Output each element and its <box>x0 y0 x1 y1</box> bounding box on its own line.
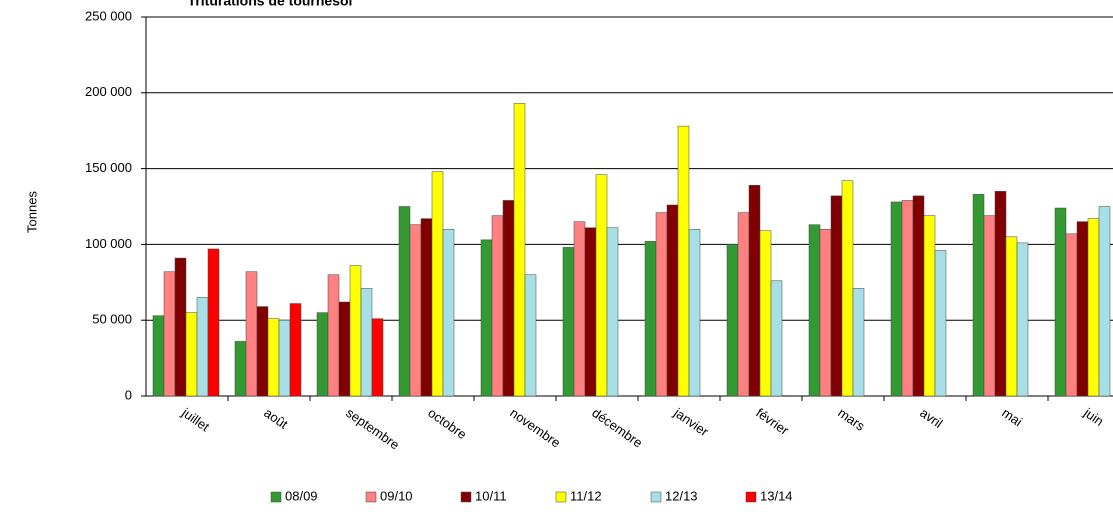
legend-swatch <box>555 491 567 503</box>
bar <box>207 248 220 397</box>
bar <box>841 180 854 397</box>
bar <box>890 201 903 397</box>
bar <box>677 125 690 397</box>
legend-swatch <box>460 491 472 503</box>
bar <box>513 103 526 397</box>
bar <box>349 265 362 397</box>
bar <box>1098 206 1111 397</box>
bar <box>245 271 258 397</box>
legend-label: 13/14 <box>760 488 793 503</box>
bar <box>770 280 783 397</box>
x-tick-label: octobre <box>425 405 469 442</box>
bar <box>256 306 269 397</box>
bar <box>923 215 936 397</box>
bar <box>1065 233 1078 397</box>
bar <box>409 224 422 397</box>
bar <box>502 200 515 397</box>
x-tick-label: décembre <box>589 405 645 450</box>
bar <box>595 174 608 397</box>
bar <box>163 271 176 397</box>
bar <box>1076 221 1089 397</box>
bar <box>972 194 985 397</box>
bar <box>152 315 165 397</box>
legend-label: 08/09 <box>285 488 318 503</box>
bar <box>338 301 351 397</box>
bar <box>327 274 340 397</box>
bar <box>655 212 668 397</box>
bar <box>289 303 302 397</box>
legend-swatch <box>270 491 282 503</box>
y-tick-label: 50 000 <box>92 312 132 327</box>
y-axis-label: Tonnes <box>24 191 39 233</box>
y-tick-label: 250 000 <box>85 8 132 23</box>
bar <box>196 297 209 397</box>
legend-label: 12/13 <box>665 488 698 503</box>
bar <box>442 228 455 397</box>
x-tick-label: mai <box>999 405 1025 429</box>
bar <box>267 318 280 397</box>
x-tick-label: août <box>261 405 291 432</box>
y-tick-label: 200 000 <box>85 84 132 99</box>
bar <box>1005 236 1018 397</box>
x-tick-label: janvier <box>670 404 711 439</box>
bar <box>934 250 947 397</box>
bar <box>901 200 914 397</box>
bar <box>278 319 291 397</box>
bar <box>737 212 750 397</box>
bar <box>360 288 373 397</box>
bar <box>1016 242 1029 397</box>
chart-title: Triturations de tournesol <box>188 0 353 9</box>
bar <box>983 215 996 397</box>
bar <box>688 228 701 397</box>
x-tick-label: novembre <box>507 405 563 450</box>
bar <box>852 288 865 397</box>
legend-swatch <box>365 491 377 503</box>
bar <box>726 244 739 397</box>
bar <box>480 239 493 397</box>
x-tick-label: juin <box>1080 404 1106 428</box>
bar <box>808 224 821 397</box>
legend-swatch <box>745 491 757 503</box>
bar <box>748 185 761 397</box>
bar <box>759 230 772 397</box>
legend-label: 11/12 <box>570 488 602 503</box>
legend-label: 10/11 <box>475 488 507 503</box>
bar <box>573 221 586 397</box>
legend-swatch <box>650 491 662 503</box>
x-tick-label: février <box>753 405 792 438</box>
bar <box>994 191 1007 397</box>
bar <box>174 257 187 397</box>
y-tick-label: 100 000 <box>85 236 132 251</box>
bar <box>398 206 411 397</box>
bar <box>524 274 537 397</box>
bar <box>491 215 504 397</box>
legend-label: 09/10 <box>380 488 413 503</box>
bar <box>316 312 329 397</box>
bar <box>1087 218 1100 397</box>
bar <box>234 341 247 397</box>
bar <box>584 227 597 397</box>
x-tick-label: avril <box>917 405 945 431</box>
bar <box>912 195 925 397</box>
x-tick-label: juillet <box>178 404 212 434</box>
bar <box>431 171 444 397</box>
bar <box>819 228 832 397</box>
bar <box>562 247 575 397</box>
bar <box>830 195 843 397</box>
bar <box>185 312 198 397</box>
x-tick-label: septembre <box>343 405 402 453</box>
y-tick-label: 150 000 <box>85 160 132 175</box>
bar <box>1054 207 1067 397</box>
bar <box>371 318 384 397</box>
bar <box>666 204 679 397</box>
bar <box>420 218 433 397</box>
y-tick-label: 0 <box>125 387 132 402</box>
bar <box>644 241 657 397</box>
x-tick-label: mars <box>835 405 868 434</box>
bar <box>606 227 619 397</box>
